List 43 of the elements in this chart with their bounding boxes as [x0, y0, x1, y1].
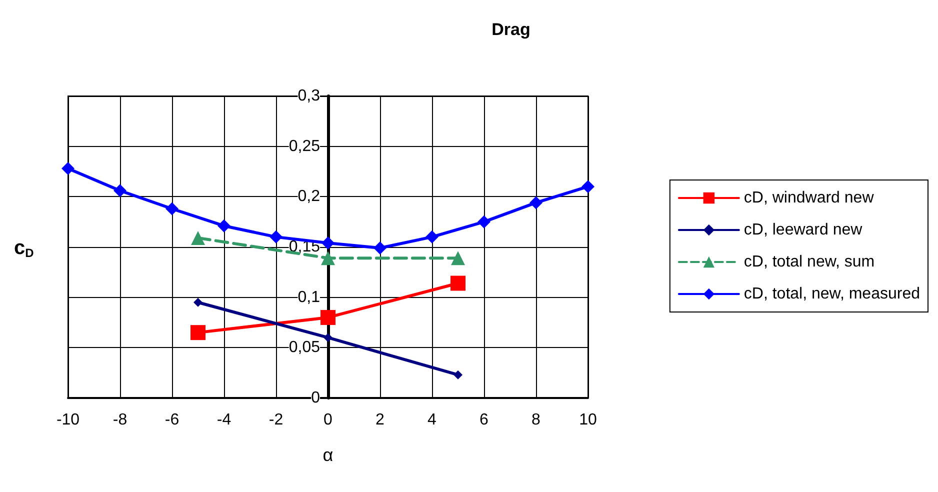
- point: [191, 230, 205, 245]
- x-tick-label: -8: [112, 412, 128, 428]
- x-tick-label: -6: [164, 412, 180, 428]
- x-tick-label: -2: [268, 412, 284, 428]
- y-tick-label: 0,1: [298, 288, 320, 306]
- point: [478, 215, 490, 228]
- x-axis-title: α: [322, 445, 334, 465]
- point: [321, 251, 335, 266]
- point: [582, 180, 594, 194]
- point: [426, 230, 438, 244]
- point: [62, 162, 74, 175]
- point: [190, 325, 206, 340]
- point: [166, 202, 178, 216]
- point: [194, 298, 202, 307]
- point: [374, 242, 386, 255]
- point: [530, 196, 542, 210]
- x-tick-label: 2: [376, 412, 385, 428]
- y-tick-label: 0,3: [298, 88, 320, 104]
- y-tick-label: 0,2: [298, 188, 320, 206]
- point: [322, 236, 334, 250]
- legend-label: cD, leeward new: [744, 222, 863, 238]
- point: [270, 230, 282, 244]
- x-tick-label: 8: [532, 412, 541, 428]
- y-tick-label: 0,25: [288, 138, 320, 155]
- legend-label: cD, windward new: [744, 190, 874, 206]
- point: [320, 310, 336, 325]
- x-tick-label: -4: [216, 412, 232, 428]
- x-tick-label: 6: [480, 412, 489, 428]
- legend-label: cD, total, new, measured: [744, 286, 920, 302]
- point: [218, 219, 230, 232]
- x-tick-label: 0: [324, 412, 333, 428]
- point: [114, 184, 126, 198]
- y-tick-label: 0,05: [288, 339, 320, 356]
- x-tick-label: 10: [579, 412, 597, 428]
- point: [324, 333, 332, 342]
- y-tick-label: 0: [311, 390, 320, 406]
- point: [450, 276, 466, 291]
- x-tick-label: -10: [56, 412, 80, 428]
- legend-label: cD, total new, sum: [744, 254, 875, 270]
- chart-title: Drag: [492, 20, 530, 39]
- x-tick-label: 4: [428, 412, 437, 428]
- point: [454, 370, 462, 380]
- point: [451, 251, 465, 266]
